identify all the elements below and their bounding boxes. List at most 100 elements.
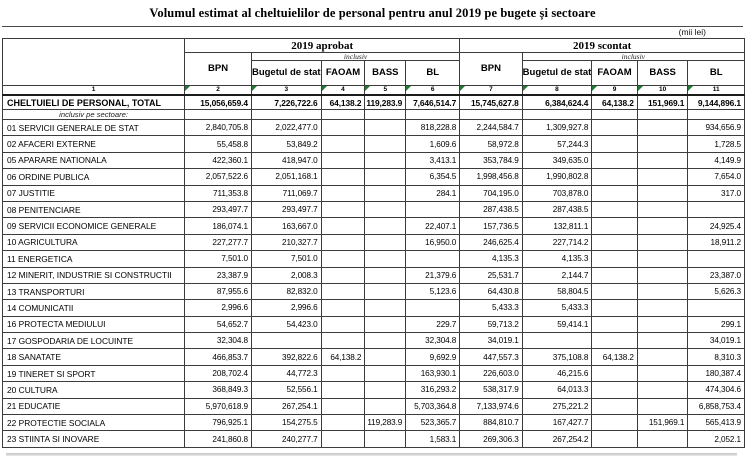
cell-value: 34,019.1	[687, 332, 745, 350]
cell-value: 186,074.1	[184, 217, 252, 235]
cell-value: 227,277.7	[184, 233, 252, 252]
cell-value: 57,244.3	[521, 135, 593, 153]
cell-value	[320, 414, 366, 432]
cell-value	[591, 200, 638, 219]
cell-value: 226,603.0	[459, 364, 523, 383]
cell-value: 2,996.6	[184, 299, 252, 317]
cell-value: 25,531.7	[459, 266, 523, 284]
table-row: 13 TRANSPORTURI 87,955.6 82,832.0 5,123.6 64…	[1, 282, 745, 301]
cell-value	[320, 299, 366, 317]
cell-value: 1,583.1	[405, 430, 461, 448]
table-row: 08 PENITENCIARE 293,497.7 293,497.7 287,438…	[1, 200, 745, 219]
cell-value	[591, 381, 638, 399]
table-body: CHELTUIELI DE PERSONAL, TOTAL 15,056,659…	[1, 94, 745, 448]
cell-value: 7,501.0	[250, 250, 322, 268]
cell-value	[591, 233, 638, 252]
sector-label: 08 PENITENCIARE	[1, 200, 186, 219]
cell-value: 163,667.0	[250, 217, 322, 235]
header-columns-row: Bugetul de stat FAOAM BASS BL Bugetul de…	[3, 60, 745, 86]
table-row: 09 SERVICII ECONOMICE GENERALE 186,074.1 1…	[1, 217, 745, 235]
sector-label: 13 TRANSPORTURI	[1, 282, 186, 301]
cell-value: 59,414.1	[521, 315, 593, 334]
cell-value	[364, 364, 407, 383]
cell-value: 32,304.8	[184, 332, 252, 350]
cell-value	[636, 266, 689, 284]
cell-value: 208,702.4	[184, 364, 252, 383]
column-header-bl-expected: BL	[687, 60, 745, 86]
cell-value	[636, 233, 689, 252]
cell-value	[364, 348, 407, 366]
sector-label: 14 COMUNICATII	[1, 299, 186, 317]
cell-corner-marker-icon	[592, 86, 598, 91]
cell-value	[405, 250, 461, 268]
cell-value: 1,728.5	[687, 135, 745, 153]
cell-value	[591, 135, 638, 153]
cell-value: 154,275.5	[250, 414, 322, 432]
cell-value	[320, 118, 366, 137]
cell-value	[364, 184, 407, 202]
cell-value: 18,911.2	[687, 233, 745, 252]
cell-value: 227,714.2	[521, 233, 593, 252]
table-row: 20 CULTURA 368,849.3 52,556.1 316,293.2 538,…	[1, 381, 745, 399]
column-number: 11	[687, 85, 745, 96]
cell-value	[636, 430, 689, 448]
cell-value: 375,108.8	[521, 348, 593, 366]
sections-note-row: inclusiv pe sectoare:	[1, 109, 745, 120]
cell-value: 59,713.2	[459, 315, 523, 334]
cell-value: 163,930.1	[405, 364, 461, 383]
group-expected-header: 2019 scontat	[459, 38, 745, 53]
cell-value	[591, 184, 638, 202]
column-header-bl-approved: BL	[405, 60, 461, 86]
sector-label: 09 SERVICII ECONOMICE GENERALE	[1, 217, 186, 235]
cell-value	[320, 184, 366, 202]
cell-value: 2,840,705.8	[184, 118, 252, 137]
cell-value: 711,353.8	[184, 184, 252, 202]
cell-value: 2,057,522.6	[184, 168, 252, 186]
cell-value	[591, 315, 638, 334]
cell-value	[320, 364, 366, 383]
cell-value: 32,304.8	[405, 332, 461, 350]
cell-value: 8,310.3	[687, 348, 745, 366]
cell-value: 353,784.9	[459, 151, 523, 170]
table-row: 10 AGRICULTURA 227,277.7 210,327.7 16,950.0…	[1, 233, 745, 252]
cell-value	[364, 233, 407, 252]
cell-corner-marker-icon	[523, 86, 528, 91]
cell-value	[591, 397, 638, 416]
cell-value: 565,413.9	[687, 414, 745, 432]
cell-value: 54,652.7	[184, 315, 252, 334]
column-header-faoam-approved: FAOAM	[320, 60, 366, 86]
cell-value: 703,878.0	[521, 184, 593, 202]
cell-value: 884,810.7	[459, 414, 523, 432]
cell-value	[636, 332, 689, 350]
cell-value	[591, 430, 638, 448]
cell-value: 15,056,659.4	[184, 94, 252, 110]
column-number: 3	[250, 85, 322, 96]
cell-value: 474,304.6	[687, 381, 745, 399]
cell-value	[320, 168, 366, 186]
cell-value	[687, 299, 745, 317]
sector-label: 22 PROTECTIE SOCIALA	[1, 414, 186, 432]
cell-value	[591, 250, 638, 268]
cell-corner-marker-icon	[688, 86, 694, 91]
table-row: 18 SANATATE 466,853.7 392,822.6 64,138.2 9,6…	[1, 348, 745, 366]
cell-value: 241,860.8	[184, 430, 252, 448]
cell-value: 64,138.2	[591, 348, 638, 366]
cell-value	[636, 397, 689, 416]
cell-value	[591, 299, 638, 317]
cell-value: 284.1	[405, 184, 461, 202]
column-number: 6	[405, 85, 461, 96]
cell-value	[636, 348, 689, 366]
cell-value	[250, 332, 322, 350]
cell-value	[320, 381, 366, 399]
cell-value	[364, 135, 407, 153]
cell-value	[364, 430, 407, 448]
cell-value: 5,703,364.8	[405, 397, 461, 416]
cell-value: 299.1	[687, 315, 745, 334]
cell-value: 1,609.6	[405, 135, 461, 153]
cell-value	[320, 266, 366, 284]
cell-value: 2,051,168.1	[250, 168, 322, 186]
cell-value	[364, 250, 407, 268]
cell-value	[687, 200, 745, 219]
cell-value	[364, 397, 407, 416]
cell-value	[636, 168, 689, 186]
